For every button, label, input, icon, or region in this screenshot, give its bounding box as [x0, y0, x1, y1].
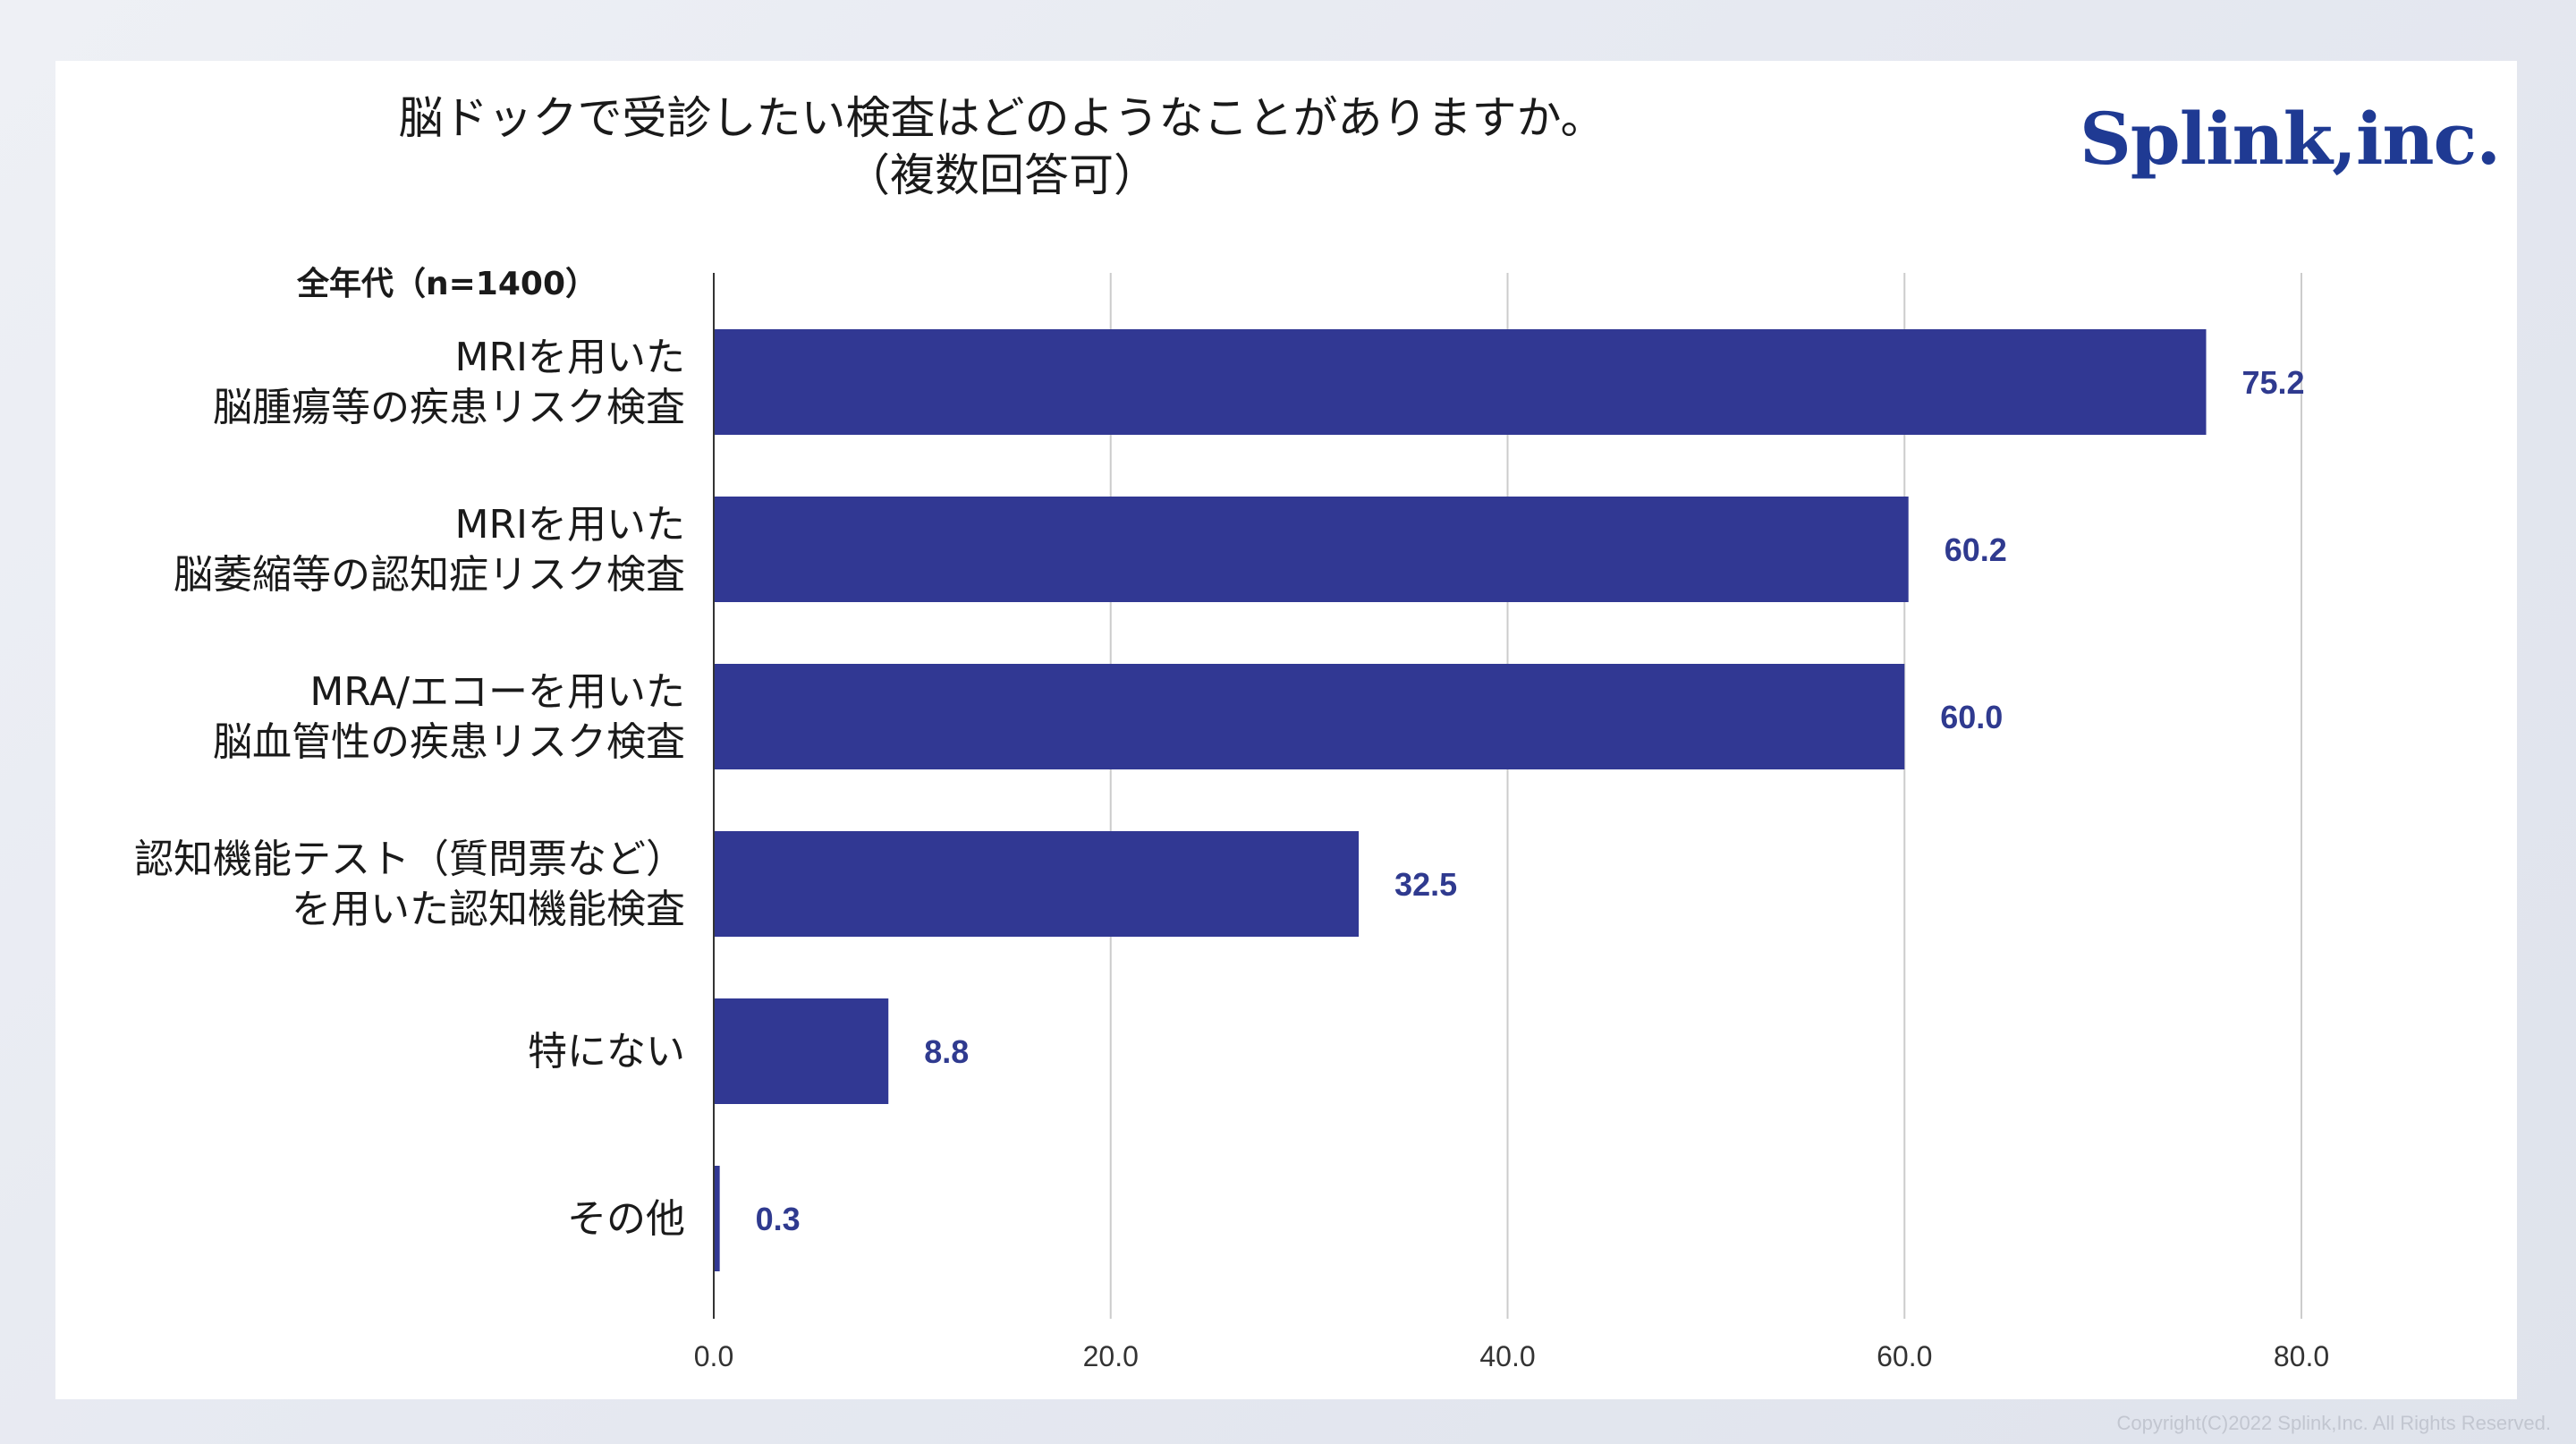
category-label: MRIを用いた	[454, 335, 685, 380]
value-label: 60.0	[1940, 699, 2003, 735]
category-label: 認知機能テスト（質問票など）	[134, 837, 685, 882]
chart-title-note: （複数回答可）	[845, 149, 1158, 201]
category-label: MRIを用いた	[454, 502, 685, 548]
x-tick-label: 0.0	[694, 1340, 733, 1372]
bars	[714, 329, 2207, 1271]
bar	[714, 664, 1905, 769]
x-tick-label: 40.0	[1479, 1340, 1535, 1372]
x-tick-label: 60.0	[1877, 1340, 1932, 1372]
category-label: その他	[567, 1196, 685, 1242]
value-label: 75.2	[2242, 364, 2305, 401]
category-label: 脳腫瘍等の疾患リスク検査	[213, 385, 685, 430]
x-tick-label: 20.0	[1083, 1340, 1139, 1372]
gridlines	[1109, 273, 2302, 1319]
value-label: 0.3	[756, 1201, 801, 1237]
company-logo: Splink,inc.	[2080, 97, 2501, 181]
chart-subtitle: 全年代（n=1400）	[296, 265, 597, 302]
value-labels: 75.2 60.2 60.0 32.5 8.8 0.3	[756, 364, 2305, 1237]
value-label: 32.5	[1394, 866, 1457, 903]
bar	[714, 998, 889, 1104]
copyright-text: Copyright(C)2022 Splink,Inc. All Rights …	[2116, 1412, 2551, 1434]
x-tick-label: 80.0	[2274, 1340, 2329, 1372]
value-label: 8.8	[924, 1033, 969, 1070]
category-label: MRA/エコーを用いた	[309, 669, 685, 715]
category-label: 脳萎縮等の認知症リスク検査	[174, 552, 685, 598]
bar	[714, 831, 1360, 937]
bar	[714, 497, 1909, 602]
bar	[714, 1166, 720, 1271]
category-label: 特にない	[528, 1029, 685, 1075]
category-labels: MRIを用いた脳腫瘍等の疾患リスク検査MRIを用いた脳萎縮等の認知症リスク検査M…	[134, 335, 685, 1242]
x-axis-ticks: 0.0 20.0 40.0 60.0 80.0	[694, 1340, 2329, 1372]
chart-title: 脳ドックで受診したい検査はどのようなことがありますか。	[398, 92, 1606, 144]
bar	[714, 329, 2207, 435]
category-label: 脳血管性の疾患リスク検査	[213, 719, 685, 765]
category-label: を用いた認知機能検査	[292, 887, 685, 932]
value-label: 60.2	[1945, 531, 2007, 568]
